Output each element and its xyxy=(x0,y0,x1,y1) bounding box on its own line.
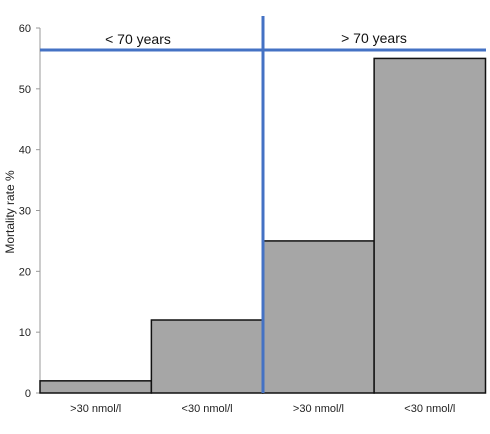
x-category-label-4: <30 nmol/l xyxy=(404,403,455,415)
y-tick-label: 50 xyxy=(19,84,31,96)
y-tick-label: 30 xyxy=(19,206,31,218)
bars xyxy=(39,57,487,394)
y-tick-label: 0 xyxy=(25,388,31,400)
y-tick-label: 10 xyxy=(19,327,31,339)
x-category-labels: >30 nmol/l <30 nmol/l >30 nmol/l <30 nmol/l xyxy=(70,403,455,415)
y-tick-label: 20 xyxy=(19,266,31,278)
group-label-under-70: < 70 years xyxy=(105,31,171,47)
bar-3 xyxy=(262,240,375,394)
x-category-label-1: >30 nmol/l xyxy=(70,403,121,415)
bar-4 xyxy=(373,57,487,394)
bar-1 xyxy=(39,380,153,394)
x-category-label-2: <30 nmol/l xyxy=(182,403,233,415)
y-tick-label: 60 xyxy=(19,23,31,35)
bar-2 xyxy=(150,319,264,394)
y-axis-title: Mortality rate % xyxy=(3,170,17,254)
y-tick-label: 40 xyxy=(19,145,31,157)
y-ticks: 0 10 20 30 40 50 60 xyxy=(19,23,40,400)
x-category-label-3: >30 nmol/l xyxy=(293,403,344,415)
group-label-over-70: > 70 years xyxy=(341,30,407,46)
